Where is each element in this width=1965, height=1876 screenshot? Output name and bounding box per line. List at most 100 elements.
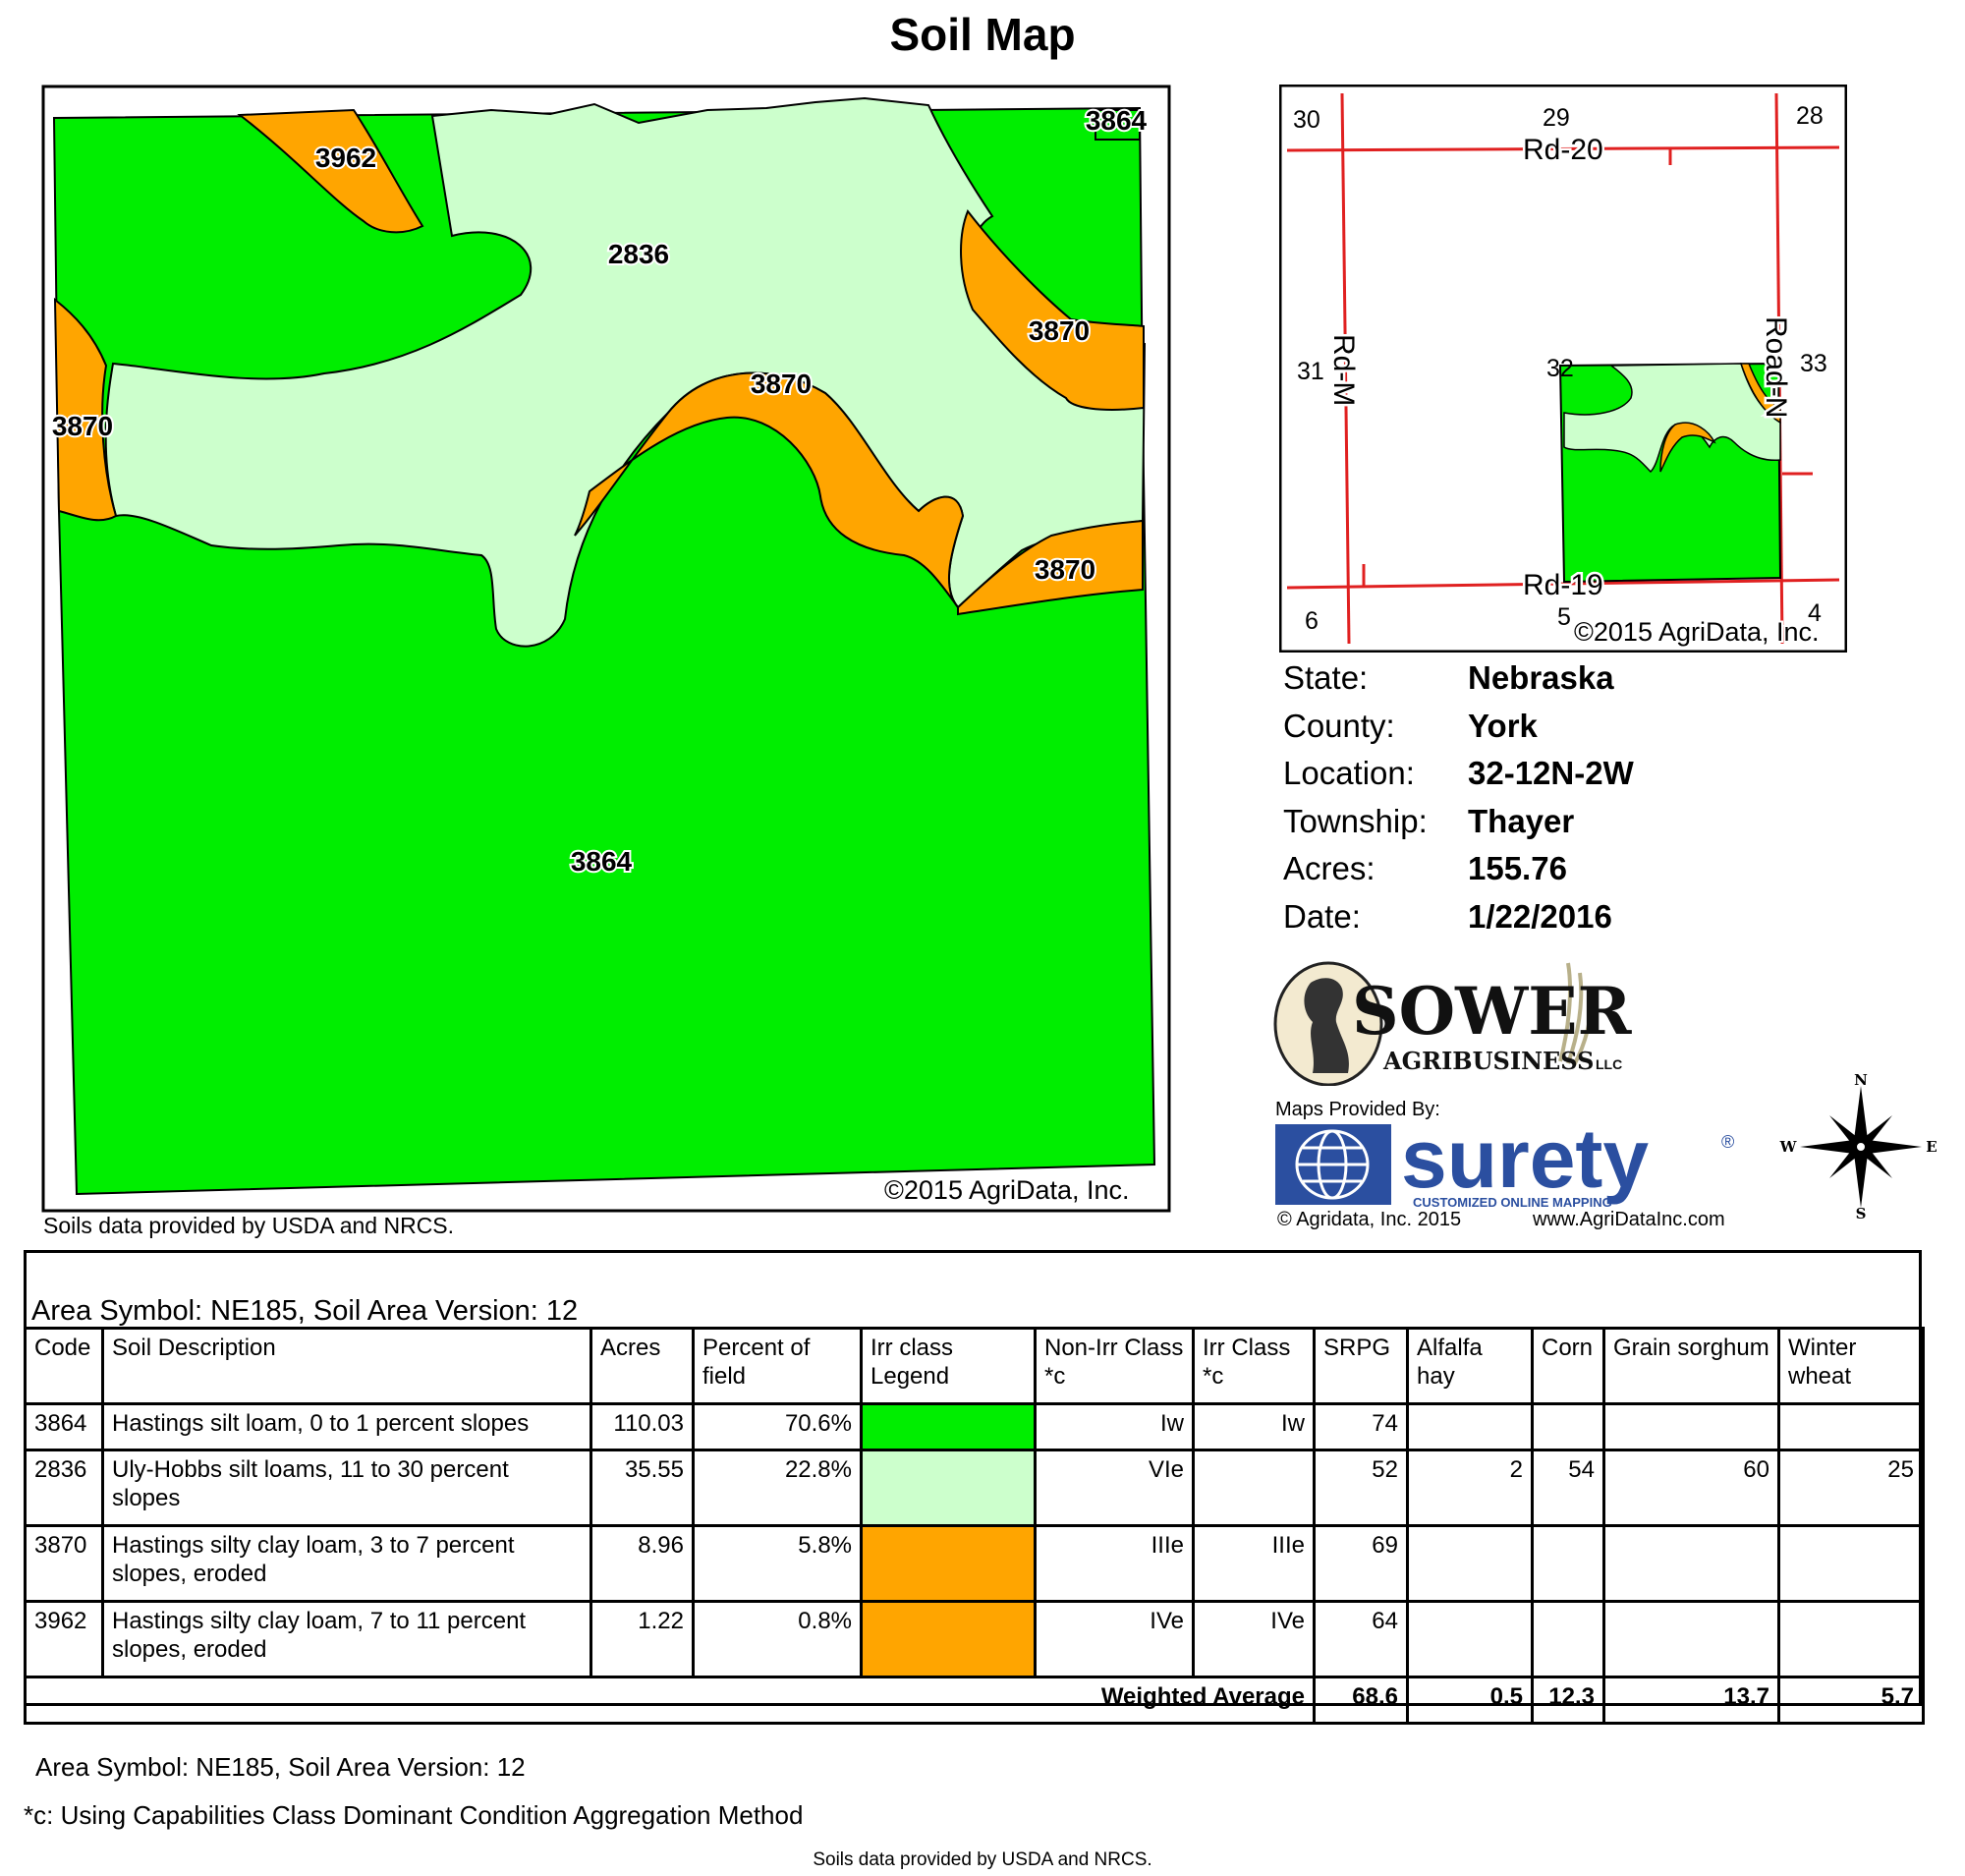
cell-description: Hastings silty clay loam, 3 to 7 percent… xyxy=(101,1524,592,1603)
info-row-state: State: Nebraska xyxy=(1283,654,1634,703)
cell-code: 3864 xyxy=(24,1402,104,1451)
soil-region-3962[interactable] xyxy=(237,108,424,234)
section-31: 31 xyxy=(1297,358,1324,385)
road-label-rd-20: Rd-20 xyxy=(1523,134,1603,166)
soil-region-3864-ne-box[interactable] xyxy=(1095,109,1141,141)
cell-corn xyxy=(1531,1600,1605,1678)
section-29: 29 xyxy=(1543,104,1570,132)
locator-map[interactable]: 30 29 28 31 32 33 6 5 4 Rd-20 Rd-19 Rd-M… xyxy=(1279,85,1847,653)
cell-srpg: 64 xyxy=(1313,1600,1409,1678)
sower-agribusiness-logo: SOWER AGRIBUSINESS LLC xyxy=(1273,961,1633,1086)
info-row-township: Township: Thayer xyxy=(1283,798,1634,846)
surety-wordmark: surety xyxy=(1401,1118,1649,1205)
cell-description: Hastings silt loam, 0 to 1 percent slope… xyxy=(101,1402,592,1451)
weighted-srpg: 68.6 xyxy=(1313,1676,1409,1725)
cell-description: Hastings silty clay loam, 7 to 11 percen… xyxy=(101,1600,592,1678)
cell-nonirr: Iw xyxy=(1034,1402,1195,1451)
cell-irr: IIIe xyxy=(1192,1524,1316,1603)
col-header-code: Code xyxy=(24,1327,104,1405)
map-label-3870-center: 3870 xyxy=(751,369,812,399)
cell-legend-swatch xyxy=(860,1524,1037,1603)
cell-percent: 0.8% xyxy=(692,1600,863,1678)
footer-area-symbol: Area Symbol: NE185, Soil Area Version: 1… xyxy=(35,1752,526,1782)
cell-nonirr: IVe xyxy=(1034,1600,1195,1678)
cell-irr: IVe xyxy=(1192,1600,1316,1678)
soil-map[interactable]: 3864 3962 2836 3870 3870 3870 3870 3864 xyxy=(41,85,1171,1213)
cell-wheat: 25 xyxy=(1777,1449,1925,1527)
info-label: State: xyxy=(1283,659,1369,697)
sower-llc: LLC xyxy=(1596,1056,1622,1072)
table-row: 3870 Hastings silty clay loam, 3 to 7 pe… xyxy=(24,1524,1925,1603)
col-header-srpg: SRPG xyxy=(1313,1327,1409,1405)
cell-wheat xyxy=(1777,1524,1925,1603)
surety-logo: surety ® CUSTOMIZED ONLINE MAPPING xyxy=(1275,1118,1734,1207)
section-30: 30 xyxy=(1293,106,1320,134)
map-label-3870-west: 3870 xyxy=(52,411,113,441)
section-32: 32 xyxy=(1546,355,1574,382)
soil-region-3870-east-lower[interactable] xyxy=(957,519,1144,616)
compass-south: S xyxy=(1856,1205,1867,1221)
table-area-title: Area Symbol: NE185, Soil Area Version: 1… xyxy=(31,1295,579,1327)
locator-parcel-3870-b xyxy=(1659,422,1716,473)
compass-west: W xyxy=(1779,1138,1798,1156)
surety-tagline: CUSTOMIZED ONLINE MAPPING xyxy=(1413,1195,1612,1207)
cell-legend-swatch xyxy=(860,1402,1037,1451)
cell-wheat xyxy=(1777,1402,1925,1451)
surety-registered: ® xyxy=(1721,1132,1734,1152)
col-header-acres: Acres xyxy=(590,1327,695,1405)
cell-acres: 110.03 xyxy=(590,1402,695,1451)
road-label-rd-m: Rd-M xyxy=(1327,334,1360,406)
section-33: 33 xyxy=(1800,350,1827,377)
map-label-3864-north: 3864 xyxy=(1086,105,1148,136)
agridata-copyright: © Agridata, Inc. 2015 xyxy=(1277,1209,1462,1230)
info-label: Acres: xyxy=(1283,850,1376,887)
info-row-acres: Acres: 155.76 xyxy=(1283,845,1634,893)
info-label: Location: xyxy=(1283,755,1415,792)
locator-parcel-2836 xyxy=(1563,363,1781,474)
cell-acres: 8.96 xyxy=(590,1524,695,1603)
cell-alfalfa: 2 xyxy=(1406,1449,1534,1527)
weighted-alfalfa: 0.5 xyxy=(1406,1676,1534,1725)
weighted-corn: 12.3 xyxy=(1531,1676,1605,1725)
cell-code: 3962 xyxy=(24,1600,104,1678)
col-header-percent: Percent of field xyxy=(692,1327,863,1405)
col-header-irr: Irr Class *c xyxy=(1192,1327,1316,1405)
col-header-sorghum: Grain sorghum xyxy=(1602,1327,1780,1405)
cell-srpg: 69 xyxy=(1313,1524,1409,1603)
weighted-wheat: 5.7 xyxy=(1777,1676,1925,1725)
cell-nonirr: VIe xyxy=(1034,1449,1195,1527)
cell-percent: 22.8% xyxy=(692,1449,863,1527)
compass-north: N xyxy=(1854,1073,1868,1089)
table-header-row: Code Soil Description Acres Percent of f… xyxy=(24,1327,1925,1405)
info-label: Date: xyxy=(1283,897,1361,935)
weighted-average-row: Weighted Average 68.6 0.5 12.3 13.7 5.7 xyxy=(24,1676,1925,1725)
section-5: 5 xyxy=(1557,603,1571,631)
col-header-legend: Irr class Legend xyxy=(860,1327,1037,1405)
section-6: 6 xyxy=(1305,607,1319,635)
table-row: 3962 Hastings silty clay loam, 7 to 11 p… xyxy=(24,1600,1925,1678)
locator-parcel-3870 xyxy=(1739,363,1781,425)
map-copyright: ©2015 AgriData, Inc. xyxy=(884,1175,1130,1205)
info-value: 155.76 xyxy=(1468,850,1567,887)
info-row-date: Date: 1/22/2016 xyxy=(1283,893,1634,941)
agridata-link[interactable]: www.AgriDataInc.com xyxy=(1533,1209,1725,1230)
cell-sorghum xyxy=(1602,1402,1780,1451)
info-label: County: xyxy=(1283,707,1395,744)
soil-region-3870-east-upper[interactable] xyxy=(960,209,1145,411)
cell-irr: Iw xyxy=(1192,1402,1316,1451)
soil-region-3870-west[interactable] xyxy=(53,297,118,522)
locator-copyright: ©2015 AgriData, Inc. xyxy=(1574,617,1820,647)
cell-wheat xyxy=(1777,1600,1925,1678)
section-28: 28 xyxy=(1796,102,1824,130)
col-header-alfalfa: Alfalfa hay xyxy=(1406,1327,1534,1405)
cell-percent: 5.8% xyxy=(692,1524,863,1603)
cell-srpg: 74 xyxy=(1313,1402,1409,1451)
cell-corn: 54 xyxy=(1531,1449,1605,1527)
soil-region-3870-center[interactable] xyxy=(574,371,965,608)
sower-wordmark: SOWER xyxy=(1352,973,1633,1050)
map-source-note: Soils data provided by USDA and NRCS. xyxy=(43,1213,455,1238)
col-header-nonirr: Non-Irr Class *c xyxy=(1034,1327,1195,1405)
col-header-description: Soil Description xyxy=(101,1327,592,1405)
section-4: 4 xyxy=(1808,599,1822,627)
map-label-3870-east-lower: 3870 xyxy=(1035,554,1095,585)
